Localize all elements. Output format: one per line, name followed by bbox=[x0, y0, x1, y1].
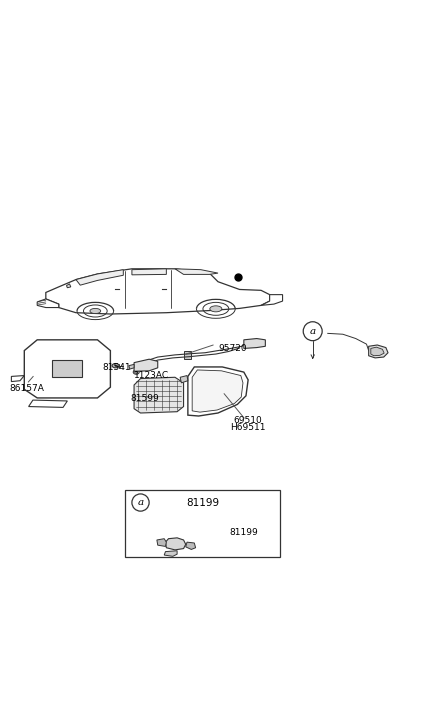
Text: a: a bbox=[310, 326, 316, 336]
Text: 81199: 81199 bbox=[186, 497, 219, 507]
Polygon shape bbox=[180, 376, 188, 383]
Polygon shape bbox=[192, 370, 243, 412]
Polygon shape bbox=[11, 376, 24, 382]
Text: 95720: 95720 bbox=[219, 344, 247, 353]
Polygon shape bbox=[369, 345, 388, 358]
Polygon shape bbox=[186, 542, 196, 550]
Text: H69511: H69511 bbox=[230, 422, 266, 432]
Polygon shape bbox=[166, 538, 186, 550]
Circle shape bbox=[303, 322, 322, 341]
Polygon shape bbox=[371, 348, 384, 356]
Polygon shape bbox=[76, 270, 123, 285]
Polygon shape bbox=[134, 377, 184, 413]
Ellipse shape bbox=[133, 370, 139, 374]
Ellipse shape bbox=[180, 539, 183, 542]
Ellipse shape bbox=[171, 541, 179, 546]
Text: 1123AC: 1123AC bbox=[134, 371, 169, 379]
Polygon shape bbox=[46, 269, 269, 314]
Polygon shape bbox=[188, 367, 248, 416]
Polygon shape bbox=[157, 539, 167, 547]
FancyBboxPatch shape bbox=[184, 350, 191, 359]
Ellipse shape bbox=[112, 364, 119, 368]
Ellipse shape bbox=[46, 353, 89, 385]
Polygon shape bbox=[66, 284, 71, 288]
Polygon shape bbox=[37, 299, 59, 308]
Ellipse shape bbox=[37, 348, 98, 390]
Polygon shape bbox=[129, 364, 134, 369]
Polygon shape bbox=[132, 269, 167, 275]
Text: 69510: 69510 bbox=[234, 416, 262, 425]
Ellipse shape bbox=[173, 542, 177, 545]
Ellipse shape bbox=[90, 308, 101, 313]
Ellipse shape bbox=[210, 306, 222, 312]
FancyBboxPatch shape bbox=[52, 360, 82, 377]
Circle shape bbox=[132, 494, 149, 511]
Polygon shape bbox=[29, 400, 67, 407]
Text: 81541: 81541 bbox=[102, 364, 131, 372]
Text: a: a bbox=[137, 498, 143, 507]
Polygon shape bbox=[175, 269, 218, 274]
Polygon shape bbox=[244, 339, 266, 348]
Ellipse shape bbox=[135, 371, 138, 373]
Polygon shape bbox=[164, 551, 177, 556]
Polygon shape bbox=[261, 294, 283, 305]
FancyBboxPatch shape bbox=[126, 491, 280, 557]
Text: 81199: 81199 bbox=[229, 528, 258, 537]
Polygon shape bbox=[134, 359, 158, 371]
Text: 81599: 81599 bbox=[130, 394, 159, 403]
Text: 86157A: 86157A bbox=[9, 384, 44, 393]
Polygon shape bbox=[24, 340, 110, 398]
Ellipse shape bbox=[167, 539, 170, 542]
Ellipse shape bbox=[59, 363, 76, 374]
